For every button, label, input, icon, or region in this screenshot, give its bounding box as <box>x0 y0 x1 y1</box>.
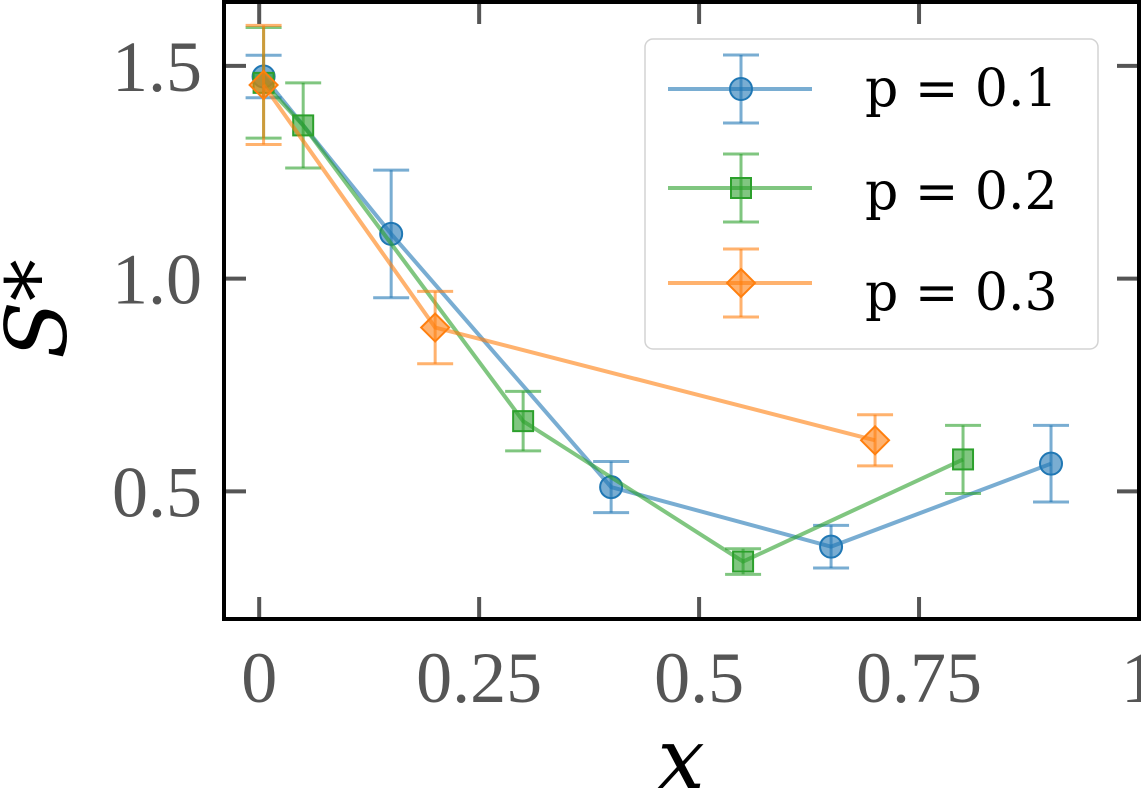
data-point <box>419 312 451 343</box>
series-3 <box>245 23 894 468</box>
series-layer <box>245 23 1070 576</box>
data-point <box>1039 451 1064 476</box>
legend-label-p03: p = 0.3 <box>865 263 1058 323</box>
x-tick-label: 0.5 <box>654 638 744 718</box>
y-tick-label: 1.5 <box>112 27 202 107</box>
plot-frame <box>222 0 1141 621</box>
legend-box <box>644 38 1099 350</box>
tick-labels-layer: 0 0.25 0.5 0.75 1 0.5 1.0 1.5 <box>112 27 1141 718</box>
x-axis-label: x <box>657 710 704 794</box>
data-point <box>819 534 844 559</box>
legend-marker-symbol <box>729 77 753 101</box>
legend: p = 0.1 p = 0.2 p = 0.3 <box>644 38 1099 350</box>
data-point <box>732 550 755 573</box>
x-tick-label: 0 <box>241 638 277 718</box>
series-1 <box>245 53 1070 570</box>
x-tick-label: 0.75 <box>856 638 982 718</box>
legend-marker-symbol <box>730 177 752 199</box>
x-tick-label: 1 <box>1121 638 1141 718</box>
legend-marker-symbol <box>725 267 757 299</box>
legend-marker-1 <box>668 53 812 125</box>
data-point <box>248 69 280 101</box>
data-point <box>952 448 975 471</box>
legend-marker-2 <box>668 152 812 224</box>
y-tick-label: 1.0 <box>112 240 202 320</box>
y-axis-label: S* <box>0 259 86 359</box>
x-tick-label: 0.25 <box>416 638 542 718</box>
legend-label-p01: p = 0.1 <box>865 59 1058 119</box>
data-point <box>512 410 535 433</box>
y-tick-label: 0.5 <box>112 452 202 532</box>
data-point <box>859 424 891 456</box>
legend-markers <box>668 53 812 319</box>
legend-marker-3 <box>668 247 812 319</box>
legend-label-p02: p = 0.2 <box>865 162 1058 222</box>
ticks-layer <box>224 2 1141 619</box>
